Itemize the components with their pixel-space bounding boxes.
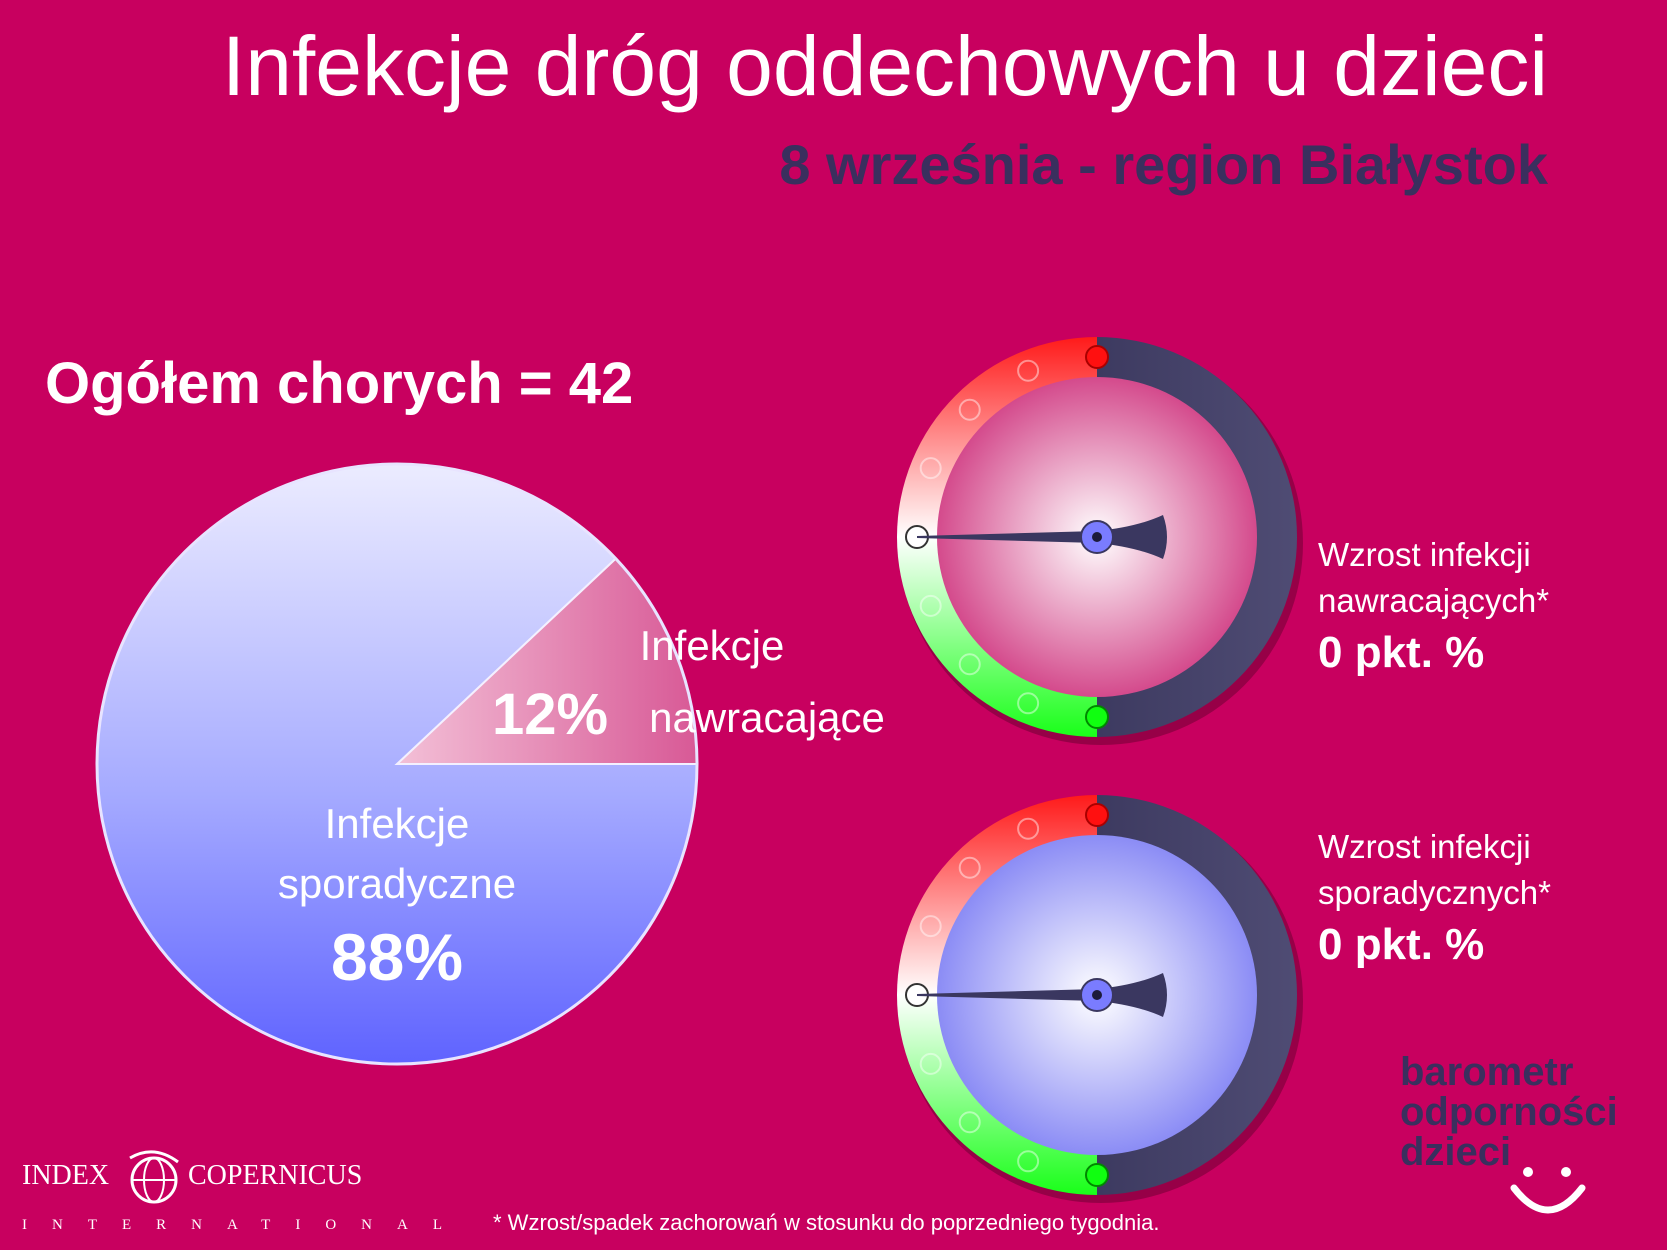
pie-label-sporadic-line1: Infekcje: [325, 800, 470, 847]
gauge-label-line2: nawracających*: [1318, 582, 1550, 619]
logo-copernicus: COPERNICUS: [188, 1160, 363, 1191]
pie-value-recurrent: 12%: [492, 682, 608, 747]
gauge-tick: [1085, 1163, 1109, 1187]
smiley-icon: [1510, 1167, 1586, 1214]
pie-label-sporadic-line2: sporadyczne: [278, 860, 516, 907]
gauge-2: [897, 795, 1303, 1203]
footnote: * Wzrost/spadek zachorowań w stosunku do…: [493, 1210, 1160, 1235]
gauge-tick: [958, 1111, 981, 1134]
gauge-hub-center: [1092, 990, 1102, 1000]
gauge-tick: [1017, 359, 1040, 382]
globe-logo-icon: [129, 1150, 179, 1204]
gauge-tick: [1085, 345, 1109, 369]
gauge-tick: [919, 457, 942, 480]
pie-value-sporadic: 88%: [331, 920, 463, 994]
logo-index: INDEX: [22, 1160, 110, 1191]
brand-line-1: barometr: [1400, 1050, 1574, 1094]
gauge-label-line1: Wzrost infekcji: [1318, 828, 1531, 865]
gauge-tick: [958, 653, 981, 676]
gauge-tick: [1017, 817, 1040, 840]
gauge-tick: [919, 594, 942, 617]
brand-barometr: barometr odporności dzieci: [1400, 1052, 1618, 1172]
gauge-tick: [1085, 803, 1109, 827]
gauge-hub-center: [1092, 532, 1102, 542]
gauge-tick: [919, 1052, 942, 1075]
page-title: Infekcje dróg oddechowych u dzieci: [221, 19, 1548, 113]
gauge-tick: [1017, 1150, 1040, 1173]
gauge-tick: [1085, 705, 1109, 729]
gauge-label-2: Wzrost infekcji sporadycznych* 0 pkt. %: [1318, 824, 1551, 974]
gauge-tick: [1017, 692, 1040, 715]
pie-outline: [95, 462, 699, 1066]
gauge-1: [897, 337, 1303, 745]
gauge-tick: [958, 398, 981, 421]
brand-line-2: odporności: [1400, 1090, 1618, 1134]
gauge-tick: [919, 915, 942, 938]
gauge-needle: [917, 515, 1167, 559]
page-subtitle: 8 września - region Białystok: [779, 133, 1548, 196]
pie-label-recurrent-line1: Infekcje: [640, 622, 785, 669]
gauge-needle: [917, 973, 1167, 1017]
brand-line-3: dzieci: [1400, 1130, 1512, 1174]
gauge-label-line2: sporadycznych*: [1318, 874, 1551, 911]
pie-label-recurrent-line2: nawracające: [649, 694, 885, 741]
total-patients: Ogółem chorych = 42: [45, 351, 634, 416]
logo-international: INTERNATIONAL: [22, 1217, 467, 1233]
gauge-value: 0 pkt. %: [1318, 628, 1485, 677]
gauge-label-line1: Wzrost infekcji: [1318, 536, 1531, 573]
gauge-tick: [958, 856, 981, 879]
gauge-label-1: Wzrost infekcji nawracających* 0 pkt. %: [1318, 532, 1549, 682]
gauge-value: 0 pkt. %: [1318, 920, 1485, 969]
